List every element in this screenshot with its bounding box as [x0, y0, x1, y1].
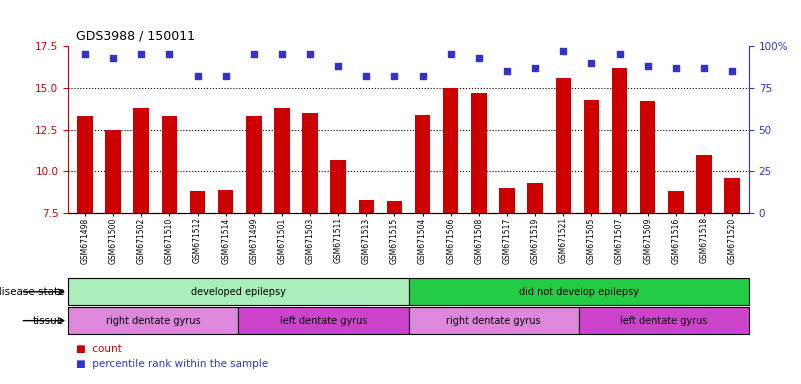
Text: left dentate gyrus: left dentate gyrus [620, 316, 707, 326]
Text: ■  count: ■ count [76, 344, 122, 354]
Bar [387, 202, 402, 213]
Bar [499, 188, 515, 213]
Point [557, 48, 570, 54]
Point [445, 51, 457, 58]
Bar [409, 307, 578, 334]
Text: GDS3988 / 150011: GDS3988 / 150011 [76, 29, 195, 42]
Point [698, 65, 710, 71]
Point [219, 73, 232, 79]
Bar [578, 307, 749, 334]
Point [248, 51, 260, 58]
Bar [640, 101, 655, 213]
Bar [668, 191, 683, 213]
Point [332, 63, 344, 69]
Point [276, 51, 288, 58]
Point [726, 68, 739, 74]
Bar [556, 78, 571, 213]
Point [388, 73, 400, 79]
Bar [190, 191, 205, 213]
Point [585, 60, 598, 66]
Point [78, 51, 91, 58]
Bar [415, 114, 430, 213]
Text: ■  percentile rank within the sample: ■ percentile rank within the sample [76, 359, 268, 369]
Point [417, 73, 429, 79]
Bar [331, 160, 346, 213]
Bar [724, 178, 740, 213]
Point [670, 65, 682, 71]
Bar [359, 200, 374, 213]
Bar [443, 88, 458, 213]
Bar [274, 108, 290, 213]
Text: developed epilepsy: developed epilepsy [191, 287, 286, 297]
Point [304, 51, 316, 58]
Bar [612, 68, 627, 213]
Text: right dentate gyrus: right dentate gyrus [446, 316, 541, 326]
Bar [218, 190, 233, 213]
Bar [239, 307, 409, 334]
Text: tissue: tissue [33, 316, 64, 326]
Bar [77, 116, 93, 213]
Bar [471, 93, 486, 213]
Point [473, 55, 485, 61]
Text: did not develop epilepsy: did not develop epilepsy [519, 287, 638, 297]
Bar [409, 278, 749, 305]
Bar [68, 307, 239, 334]
Point [642, 63, 654, 69]
Text: left dentate gyrus: left dentate gyrus [280, 316, 367, 326]
Point [163, 51, 175, 58]
Bar [696, 155, 711, 213]
Point [529, 65, 541, 71]
Text: right dentate gyrus: right dentate gyrus [106, 316, 200, 326]
Bar [302, 113, 318, 213]
Bar [68, 278, 409, 305]
Text: disease state: disease state [0, 287, 64, 297]
Bar [584, 99, 599, 213]
Bar [106, 129, 121, 213]
Point [360, 73, 372, 79]
Point [107, 55, 119, 61]
Point [501, 68, 513, 74]
Point [613, 51, 626, 58]
Bar [246, 116, 261, 213]
Bar [527, 183, 543, 213]
Point [191, 73, 204, 79]
Bar [134, 108, 149, 213]
Point [135, 51, 147, 58]
Bar [162, 116, 177, 213]
